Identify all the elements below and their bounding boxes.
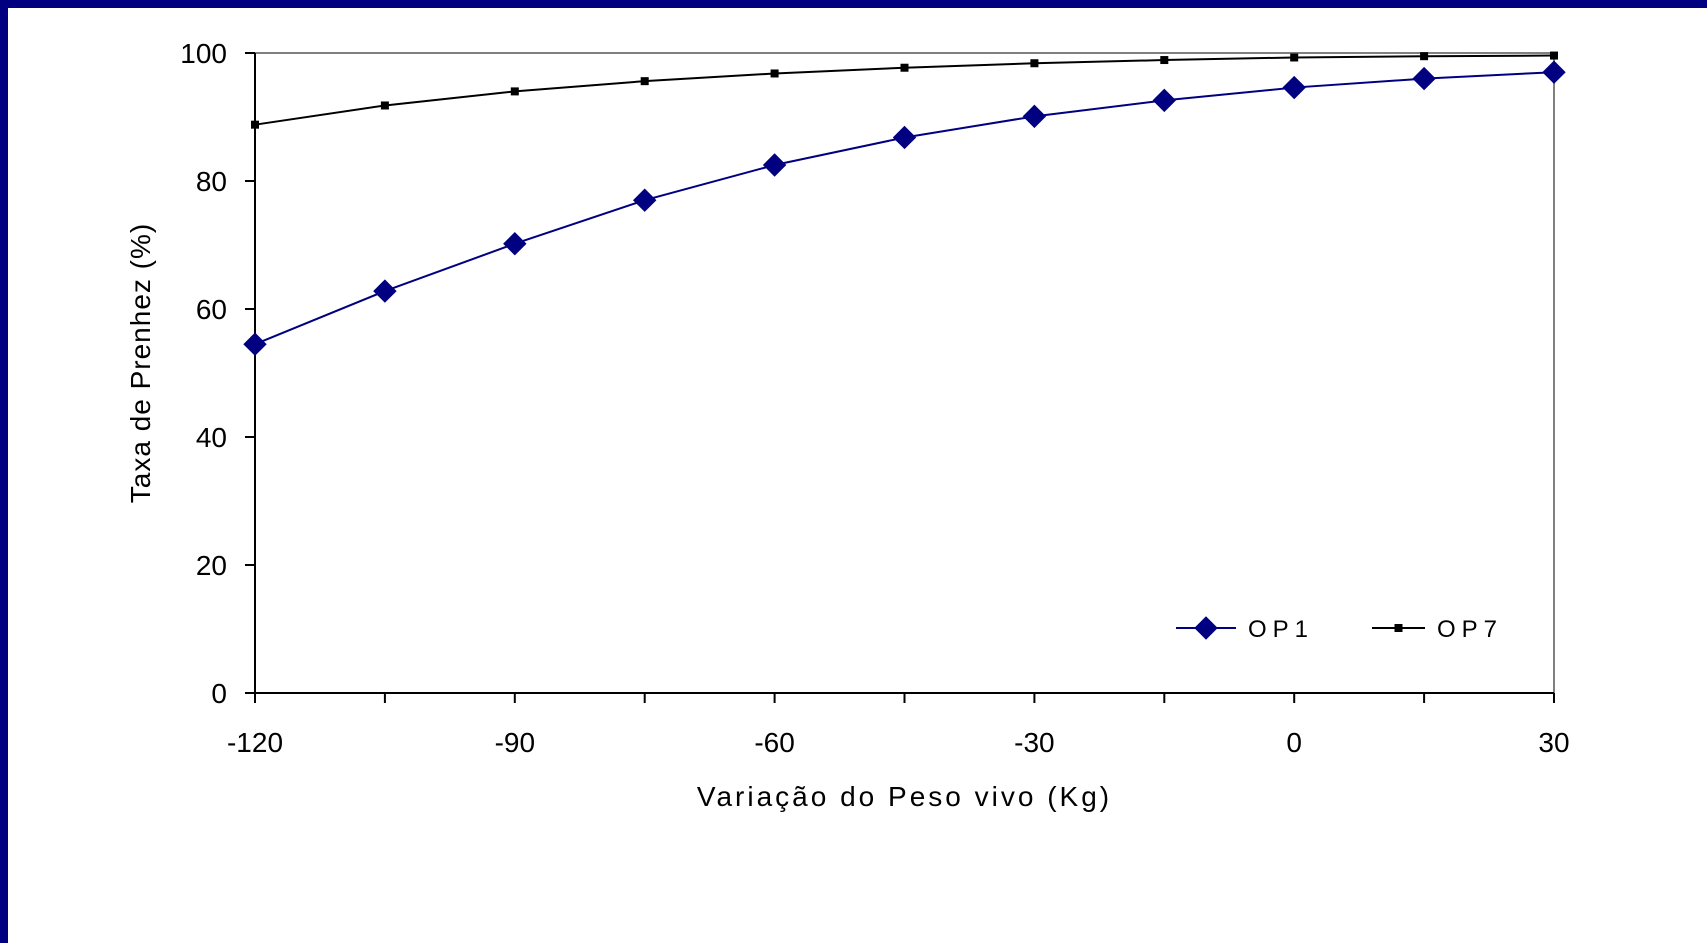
x-tick-label: -120: [227, 727, 283, 758]
y-tick-label: 80: [196, 166, 227, 197]
y-axis-ticks: 0 20 40 60 80 100: [180, 38, 255, 709]
data-point-op1: [1412, 66, 1436, 91]
data-point-op1: [1542, 60, 1566, 84]
legend: OP1 OP7: [1176, 616, 1503, 643]
data-point-op1: [1282, 75, 1306, 100]
data-point-op1: [1152, 88, 1177, 113]
x-axis-title: Variação do Peso vivo (Kg): [697, 781, 1112, 812]
data-point-op7: [640, 77, 649, 86]
series-op1: [243, 60, 1566, 356]
data-point-op7: [1550, 51, 1558, 60]
y-tick-label: 100: [180, 38, 227, 69]
x-tick-label: -60: [754, 727, 794, 758]
data-point-op1: [762, 153, 787, 177]
data-point-op7: [510, 87, 519, 96]
legend-label: OP1: [1248, 616, 1314, 643]
data-point-op1: [632, 188, 657, 212]
legend-label: OP7: [1437, 616, 1503, 643]
plot-area: [254, 52, 1555, 694]
data-point-op1: [503, 232, 527, 256]
legend-swatch-marker: [1194, 616, 1218, 640]
x-tick-label: 0: [1286, 727, 1302, 758]
data-point-op7: [1160, 56, 1169, 65]
data-point-op7: [251, 120, 259, 129]
series-op7: [251, 51, 1558, 129]
x-axis-ticks: -120 -90 -60 -30 0 30: [227, 693, 1570, 758]
data-point-op7: [380, 101, 389, 110]
x-tick-label: -30: [1014, 727, 1054, 758]
y-axis-title: Taxa de Prenhez (%): [125, 223, 156, 503]
legend-item-op7: OP7: [1372, 616, 1503, 643]
y-tick-label: 20: [196, 550, 227, 581]
data-point-op7: [1030, 59, 1039, 68]
data-point-op1: [373, 279, 397, 303]
y-tick-label: 60: [196, 294, 227, 325]
plot-frame: [254, 52, 1555, 694]
x-tick-label: -90: [495, 727, 535, 758]
data-point-op1: [243, 332, 267, 356]
axes: 0 20 40 60 80 100 -120 -90 -60 -30 0 30: [180, 38, 1569, 758]
y-tick-label: 0: [211, 678, 227, 709]
x-tick-label: 30: [1538, 727, 1569, 758]
series-layer: [243, 51, 1566, 356]
legend-swatch-marker: [1394, 624, 1403, 632]
data-point-op1: [1022, 104, 1047, 129]
data-point-op7: [900, 63, 909, 72]
data-point-op7: [1420, 52, 1429, 61]
data-point-op7: [1290, 53, 1299, 62]
legend-item-op1: OP1: [1176, 616, 1314, 643]
data-point-op1: [892, 125, 917, 150]
y-tick-label: 40: [196, 422, 227, 453]
data-point-op7: [770, 69, 779, 78]
